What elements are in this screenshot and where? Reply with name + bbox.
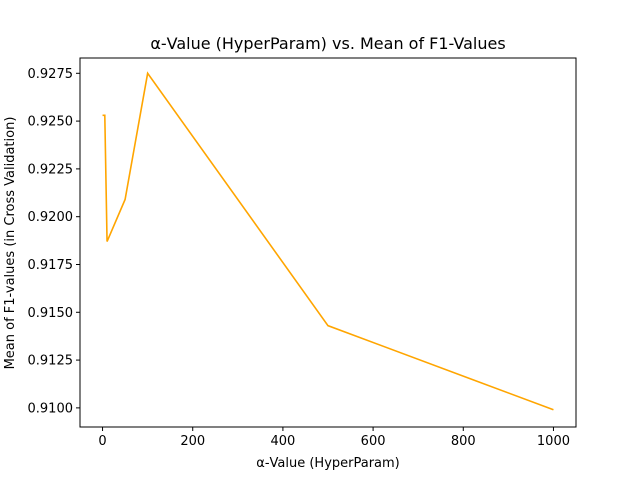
x-tick-label: 1000 [537,434,570,449]
y-axis-label: Mean of F1-values (in Cross Validation) [3,117,18,370]
chart-title: α-Value (HyperParam) vs. Mean of F1-Valu… [150,34,505,53]
series-layer [102,71,554,411]
x-tick-label: 800 [451,434,476,449]
x-axis-label: α-Value (HyperParam) [256,456,400,471]
x-axis-ticks: 0 200 400 600 800 1000 [98,427,570,449]
y-tick-label: 0.9250 [28,115,74,130]
y-tick-label: 0.9225 [28,162,74,177]
x-tick-label: 400 [270,434,295,449]
plot-frame [79,57,577,428]
y-tick-label: 0.9200 [28,210,74,225]
x-tick-label: 600 [361,434,386,449]
y-tick-label: 0.9100 [28,401,74,416]
y-tick-label: 0.9175 [28,258,74,273]
y-axis-ticks: 0.9100 0.9125 0.9150 0.9175 0.9200 0.9225 0.92… [28,67,80,416]
y-tick-label: 0.9150 [28,306,74,321]
x-tick-label: 200 [180,434,205,449]
y-tick-label: 0.9125 [28,354,74,369]
y-tick-label: 0.9275 [28,67,74,82]
x-tick-label: 0 [98,434,106,449]
series-line [102,71,554,411]
